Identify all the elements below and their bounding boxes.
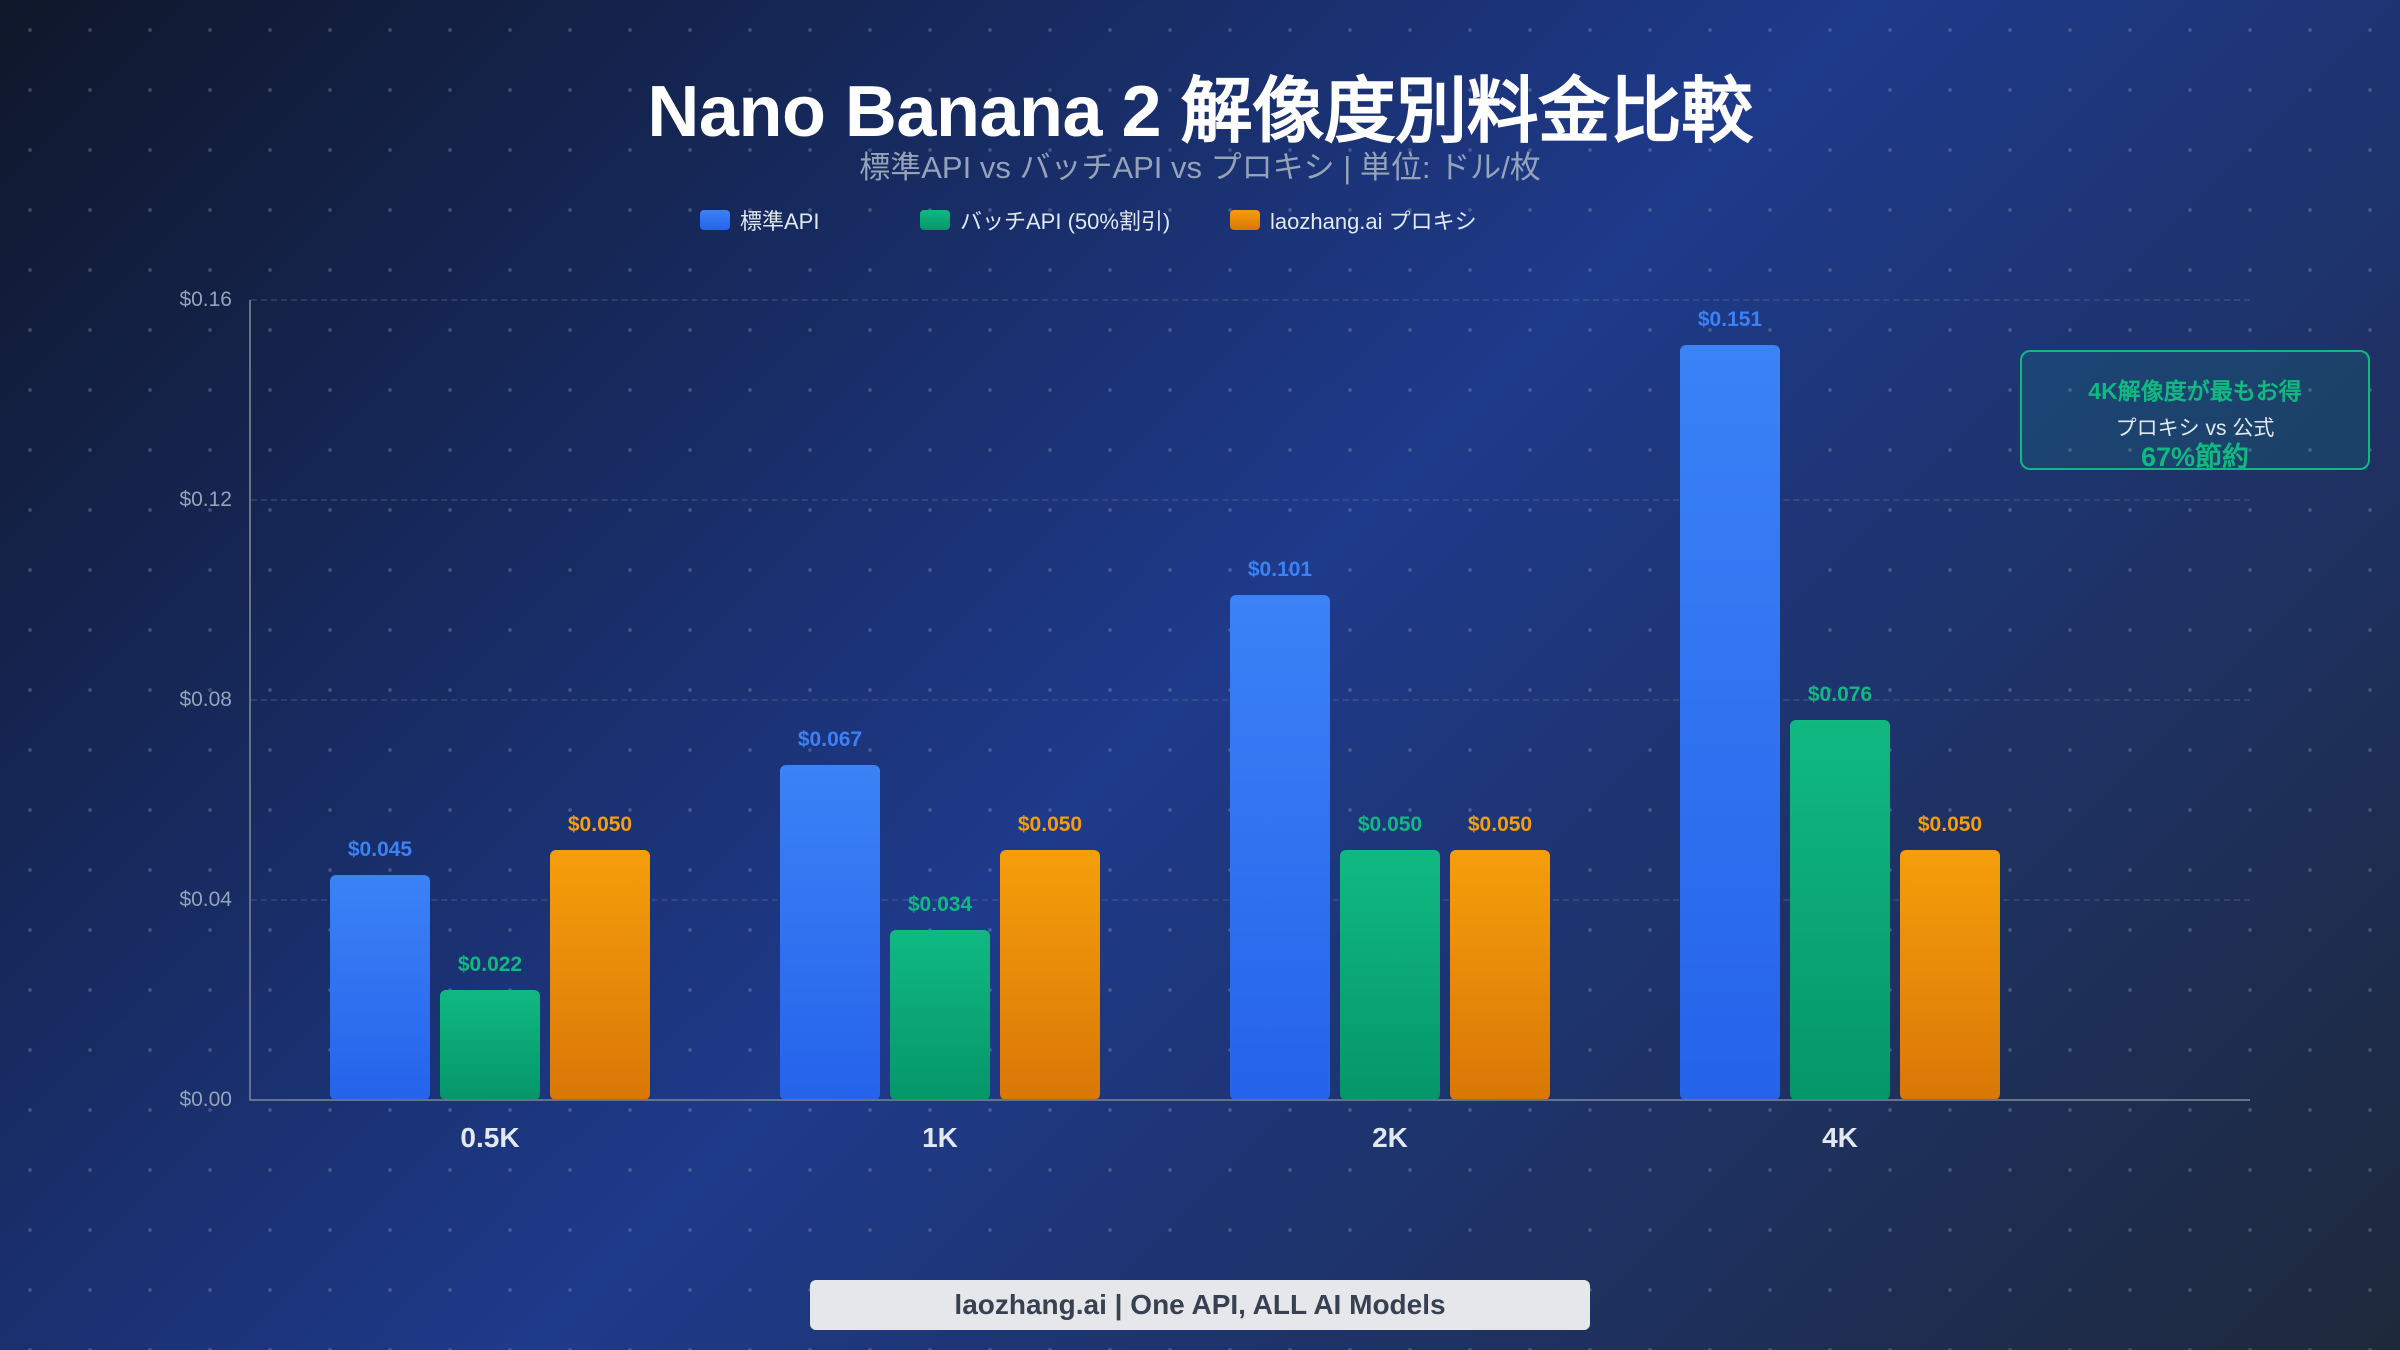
bar-batch-0.5k[interactable] bbox=[440, 990, 540, 1100]
bar-standard-1k[interactable] bbox=[780, 765, 880, 1100]
chart-title: Nano Banana 2 解像度別料金比較 bbox=[647, 72, 1753, 152]
legend-label: バッチAPI (50%割引) bbox=[960, 209, 1171, 234]
legend-swatch-proxy bbox=[1230, 210, 1260, 230]
bar-value-label: $0.050 bbox=[1467, 813, 1533, 836]
bar-standard-4k[interactable] bbox=[1680, 345, 1780, 1100]
callout-comparison: プロキシ vs 公式 bbox=[2115, 417, 2275, 440]
legend-item-batch[interactable]: バッチAPI (50%割引) bbox=[920, 204, 1170, 236]
bar-batch-1k[interactable] bbox=[890, 930, 990, 1100]
legend-swatch-batch bbox=[920, 210, 950, 230]
x-axis-label: 0.5K bbox=[460, 1122, 520, 1153]
bar-batch-2k[interactable] bbox=[1340, 850, 1440, 1100]
callout-savings: 67%節約 bbox=[2140, 442, 2250, 472]
x-axis bbox=[249, 1099, 2250, 1101]
bar-proxy-4k[interactable] bbox=[1900, 850, 2000, 1100]
legend-item-standard[interactable]: 標準API bbox=[700, 204, 819, 236]
x-axis-label: 1K bbox=[922, 1122, 958, 1153]
savings-callout: 4K解像度が最もお得 プロキシ vs 公式 67%節約 bbox=[2020, 350, 2370, 472]
bar-proxy-0.5k[interactable] bbox=[550, 850, 650, 1100]
gridline bbox=[251, 499, 2250, 501]
bar-value-label: $0.050 bbox=[1357, 813, 1423, 836]
footer-banner: laozhang.ai | One API, ALL AI Models bbox=[810, 1280, 1590, 1330]
bar-value-label: $0.076 bbox=[1807, 683, 1873, 706]
bar-value-label: $0.050 bbox=[1917, 813, 1983, 836]
legend-label: 標準API bbox=[740, 209, 820, 234]
bar-value-label: $0.151 bbox=[1697, 308, 1763, 331]
y-tick-label: $0.12 bbox=[179, 488, 232, 511]
legend-label: laozhang.ai プロキシ bbox=[1270, 209, 1477, 234]
y-tick-label: $0.00 bbox=[179, 1088, 232, 1111]
bar-batch-4k[interactable] bbox=[1790, 720, 1890, 1100]
bar-standard-0.5k[interactable] bbox=[330, 875, 430, 1100]
chart-subtitle: 標準API vs バッチAPI vs プロキシ | 単位: ドル/枚 bbox=[859, 150, 1541, 185]
y-tick-label: $0.08 bbox=[179, 688, 232, 711]
legend-item-proxy[interactable]: laozhang.ai プロキシ bbox=[1230, 204, 1477, 236]
y-tick-label: $0.16 bbox=[179, 288, 232, 311]
bar-value-label: $0.050 bbox=[1017, 813, 1083, 836]
bar-value-label: $0.050 bbox=[567, 813, 633, 836]
gridline bbox=[251, 299, 2250, 301]
legend-swatch-standard bbox=[700, 210, 730, 230]
bar-value-label: $0.034 bbox=[907, 893, 973, 916]
bar-proxy-2k[interactable] bbox=[1450, 850, 1550, 1100]
x-axis-label: 2K bbox=[1372, 1122, 1408, 1153]
callout-title: 4K解像度が最もお得 bbox=[2088, 378, 2302, 404]
bar-value-label: $0.022 bbox=[457, 953, 523, 976]
x-axis-label: 4K bbox=[1822, 1122, 1858, 1153]
bar-proxy-1k[interactable] bbox=[1000, 850, 1100, 1100]
y-tick-label: $0.04 bbox=[179, 888, 232, 911]
bar-value-label: $0.045 bbox=[347, 838, 413, 861]
bar-value-label: $0.101 bbox=[1247, 558, 1313, 581]
footer-text: laozhang.ai | One API, ALL AI Models bbox=[954, 1289, 1446, 1320]
bar-value-label: $0.067 bbox=[797, 728, 863, 751]
bar-standard-2k[interactable] bbox=[1230, 595, 1330, 1100]
y-axis bbox=[249, 300, 251, 1101]
